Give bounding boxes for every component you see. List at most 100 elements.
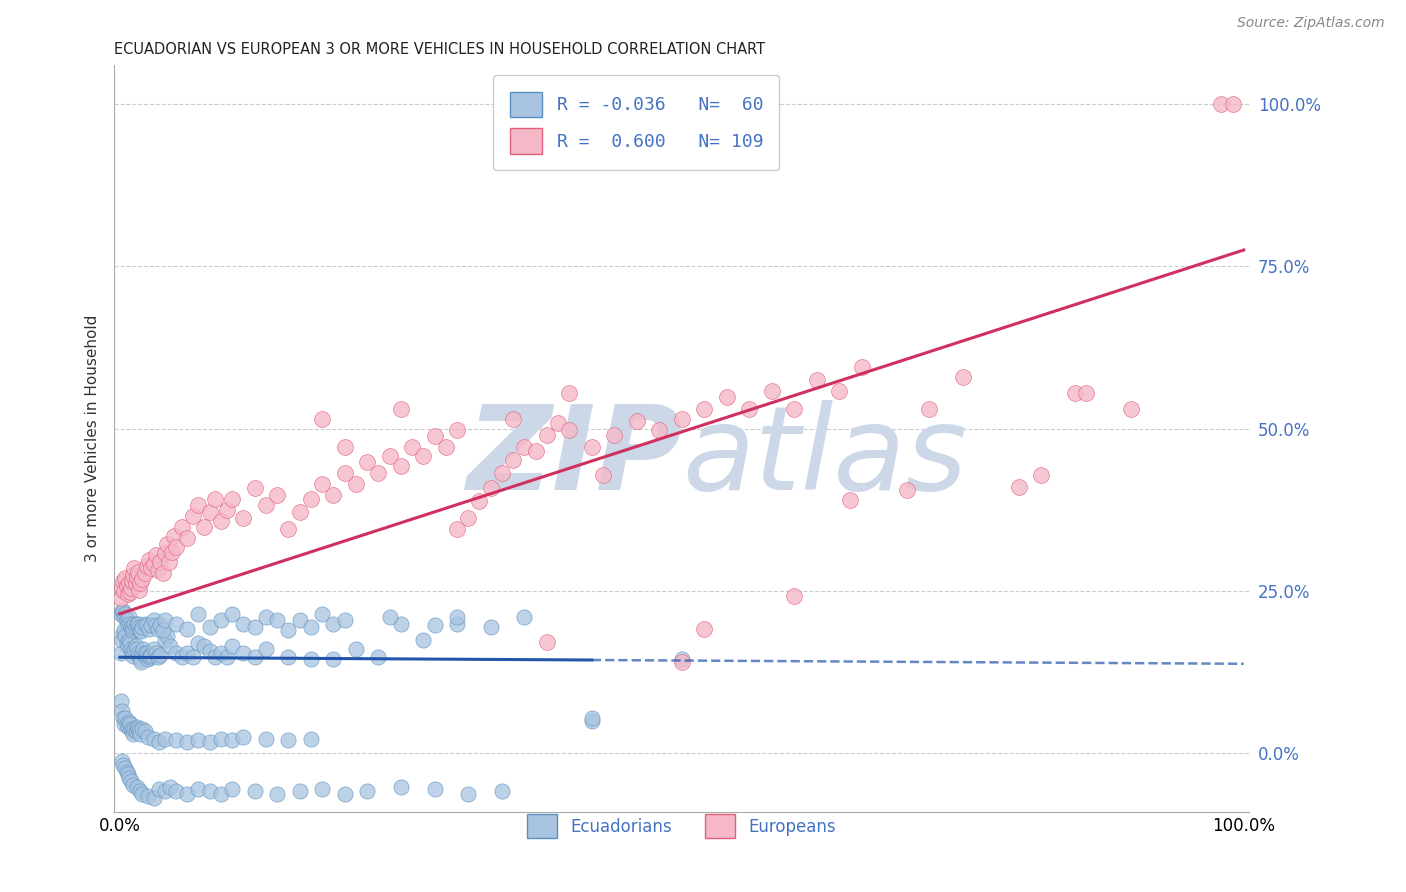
Point: [952, 369, 974, 384]
Point: [153, 632, 176, 647]
Point: [1222, 96, 1244, 111]
Point: [138, 622, 160, 636]
Point: [468, 494, 491, 508]
Point: [125, 780, 148, 795]
Point: [209, 787, 232, 801]
Point: [115, 579, 138, 593]
Point: [136, 789, 159, 803]
Point: [299, 491, 322, 506]
Point: [146, 622, 169, 636]
Point: [124, 616, 146, 631]
Point: [120, 722, 142, 736]
Point: [135, 617, 157, 632]
Point: [120, 620, 142, 634]
Point: [288, 784, 311, 798]
Point: [112, 626, 135, 640]
Point: [153, 613, 176, 627]
Point: [344, 476, 367, 491]
Point: [896, 483, 918, 498]
Point: [134, 616, 156, 631]
Point: [761, 384, 783, 398]
Point: [125, 721, 148, 735]
Point: [117, 616, 139, 631]
Point: [139, 650, 162, 665]
Point: [232, 730, 254, 744]
Point: [176, 646, 198, 660]
Point: [122, 567, 145, 582]
Point: [536, 634, 558, 648]
Point: [165, 646, 187, 660]
Point: [128, 620, 150, 634]
Point: [378, 449, 401, 463]
Point: [115, 717, 138, 731]
Point: [131, 572, 153, 586]
Point: [129, 656, 152, 670]
Point: [209, 732, 232, 747]
Point: [1211, 96, 1233, 111]
Point: [153, 546, 176, 560]
Point: [187, 782, 209, 797]
Point: [193, 639, 215, 653]
Point: [479, 620, 502, 634]
Point: [135, 648, 157, 663]
Point: [389, 780, 412, 795]
Point: [117, 721, 139, 735]
Point: [129, 652, 152, 666]
Point: [243, 482, 266, 496]
Point: [254, 732, 277, 747]
Point: [165, 616, 187, 631]
Point: [145, 549, 167, 563]
Point: [145, 646, 167, 660]
Point: [209, 613, 232, 627]
Point: [127, 722, 149, 736]
Point: [114, 630, 136, 644]
Point: [221, 639, 243, 653]
Point: [115, 764, 138, 779]
Point: [124, 722, 146, 736]
Point: [170, 650, 193, 665]
Point: [344, 642, 367, 657]
Point: [356, 455, 378, 469]
Text: ECUADORIAN VS EUROPEAN 3 OR MORE VEHICLES IN HOUSEHOLD CORRELATION CHART: ECUADORIAN VS EUROPEAN 3 OR MORE VEHICLE…: [114, 42, 765, 57]
Point: [446, 522, 468, 536]
Point: [277, 650, 299, 665]
Point: [118, 585, 141, 599]
Point: [138, 648, 160, 663]
Point: [170, 520, 193, 534]
Point: [648, 423, 671, 437]
Point: [121, 646, 143, 660]
Point: [254, 610, 277, 624]
Point: [125, 570, 148, 584]
Point: [266, 787, 288, 801]
Point: [603, 428, 626, 442]
Point: [221, 733, 243, 747]
Point: [115, 636, 138, 650]
Point: [142, 732, 165, 747]
Point: [165, 733, 187, 747]
Point: [1121, 402, 1143, 417]
Point: [592, 468, 614, 483]
Point: [118, 632, 141, 647]
Point: [120, 773, 142, 788]
Point: [221, 607, 243, 621]
Point: [142, 613, 165, 627]
Point: [193, 520, 215, 534]
Point: [243, 650, 266, 665]
Point: [115, 613, 138, 627]
Point: [117, 639, 139, 653]
Point: [129, 623, 152, 637]
Point: [122, 778, 145, 792]
Point: [299, 732, 322, 747]
Point: [146, 650, 169, 665]
Point: [160, 545, 183, 559]
Point: [333, 613, 356, 627]
Point: [254, 642, 277, 657]
Point: [125, 642, 148, 657]
Point: [581, 714, 603, 728]
Point: [110, 694, 132, 708]
Point: [243, 620, 266, 634]
Point: [457, 787, 479, 801]
Point: [111, 632, 134, 647]
Point: [128, 723, 150, 738]
Point: [152, 623, 174, 637]
